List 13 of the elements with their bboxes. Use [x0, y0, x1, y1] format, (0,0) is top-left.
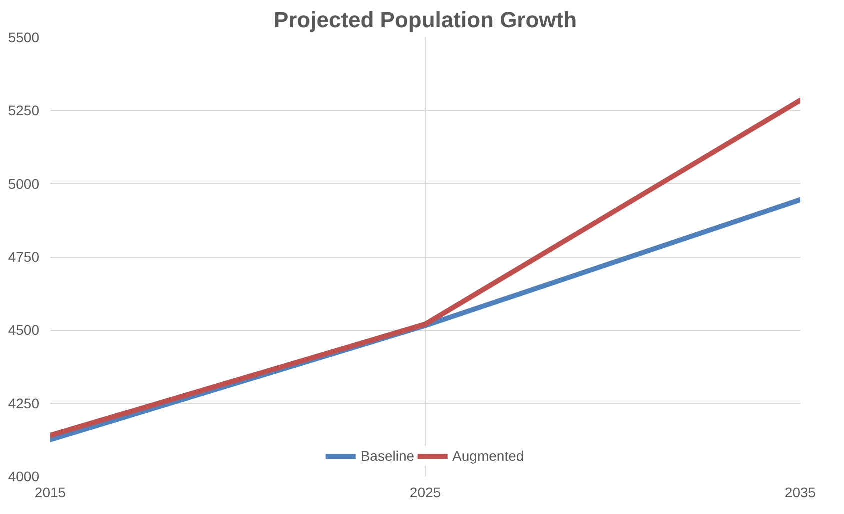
x-tick-label: 2015: [34, 484, 66, 500]
legend-label: Baseline: [360, 448, 415, 464]
x-tick-label: 2035: [784, 484, 816, 500]
y-tick-label: 4000: [8, 468, 40, 484]
y-tick-label: 5250: [8, 102, 40, 119]
x-tick-label: 2025: [410, 484, 442, 500]
y-tick-label: 4500: [8, 322, 40, 338]
y-tick-label: 4250: [8, 395, 40, 412]
y-tick-label: 4750: [8, 249, 40, 265]
y-tick-label: 5000: [8, 176, 40, 192]
y-tick-label: 5500: [8, 30, 40, 46]
chart-title: Projected Population Growth: [274, 8, 578, 32]
legend-label: Augmented: [452, 448, 524, 464]
